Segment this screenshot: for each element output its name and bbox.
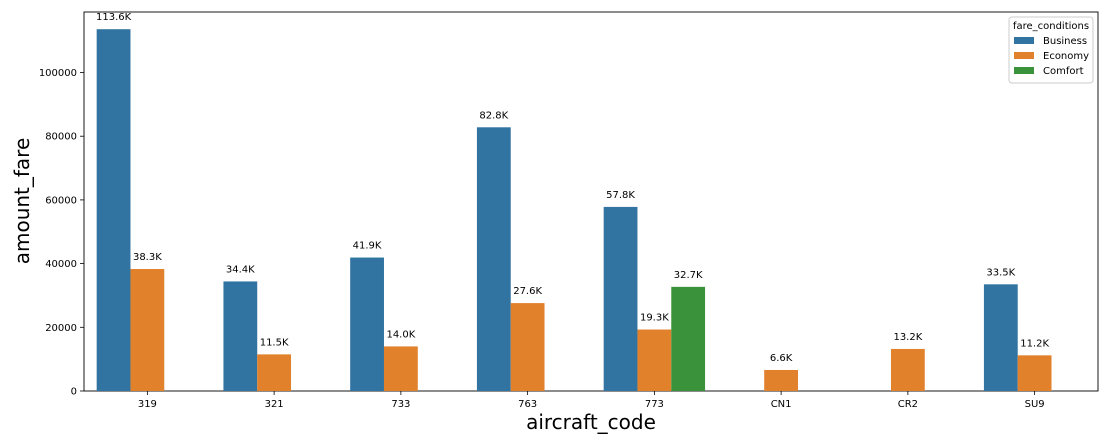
legend-label-business: Business (1043, 36, 1087, 47)
y-tick-label: 80000 (45, 132, 77, 143)
x-tick-label: 319 (138, 399, 157, 410)
data-label: 32.7K (674, 270, 703, 281)
legend-swatch-business (1014, 37, 1034, 44)
data-label: 14.0K (386, 329, 415, 340)
data-labels-layer: 113.6K 34.4K 41.9K 82.8K 57.8K 33.5K 38.3K 11.5… (96, 12, 1049, 364)
bar-economy-733 (383, 346, 418, 391)
y-tick-label: 0 (71, 387, 77, 398)
x-axis-title: aircraft_code (526, 410, 656, 434)
bar-economy-773 (637, 329, 672, 391)
data-label: 6.6K (770, 353, 793, 364)
legend: fare_conditions Business Economy Comfort (1008, 16, 1094, 84)
bar-economy-su9 (1017, 355, 1052, 391)
x-tick-label: 321 (265, 399, 284, 410)
data-label: 57.8K (606, 190, 635, 201)
data-label: 27.6K (513, 286, 542, 297)
bar-business-773 (603, 206, 638, 391)
x-tick-label: 773 (645, 399, 664, 410)
data-label: 38.3K (133, 252, 162, 263)
y-tick-label: 20000 (45, 323, 77, 334)
x-tick-label: CR2 (898, 399, 918, 410)
y-axis-title: amount_fare (10, 138, 34, 265)
bar-business-733 (350, 257, 384, 391)
data-label: 11.5K (260, 337, 289, 348)
legend-swatch-economy (1014, 52, 1034, 59)
x-tick-label: SU9 (1025, 399, 1045, 410)
data-label: 19.3K (640, 313, 669, 324)
ticks-layer: 319 321 733 763 773 CN1 CR2 SU9 0 20000 40000 60000… (39, 68, 1045, 410)
y-tick-label: 60000 (45, 195, 77, 206)
legend-swatch-comfort (1014, 67, 1034, 74)
data-label: 34.4K (226, 264, 255, 275)
bar-economy-321 (257, 354, 292, 391)
bar-economy-319 (130, 269, 165, 391)
x-tick-label: 733 (391, 399, 410, 410)
data-label: 33.5K (986, 267, 1015, 278)
bar-business-321 (223, 281, 258, 391)
legend-title: fare_conditions (1013, 21, 1089, 32)
data-label: 113.6K (96, 12, 132, 23)
bar-business-763 (476, 127, 511, 391)
bar-economy-763 (510, 303, 545, 391)
legend-frame (1008, 16, 1094, 84)
y-tick-label: 100000 (39, 68, 77, 79)
x-tick-label: CN1 (771, 399, 792, 410)
data-label: 11.2K (1020, 338, 1049, 349)
legend-label-comfort: Comfort (1043, 66, 1084, 77)
y-tick-label: 40000 (45, 259, 77, 270)
data-label: 13.2K (893, 332, 922, 343)
data-label: 82.8K (479, 110, 508, 121)
bar-economy-cn1 (764, 369, 799, 391)
legend-label-economy: Economy (1043, 51, 1089, 62)
bars-layer (96, 29, 1052, 391)
x-tick-label: 763 (518, 399, 537, 410)
data-label: 41.9K (353, 241, 382, 252)
bar-comfort-773 (671, 286, 706, 391)
bar-business-su9 (983, 284, 1018, 391)
bar-economy-cr2 (890, 348, 925, 391)
bar-business-319 (96, 29, 131, 391)
